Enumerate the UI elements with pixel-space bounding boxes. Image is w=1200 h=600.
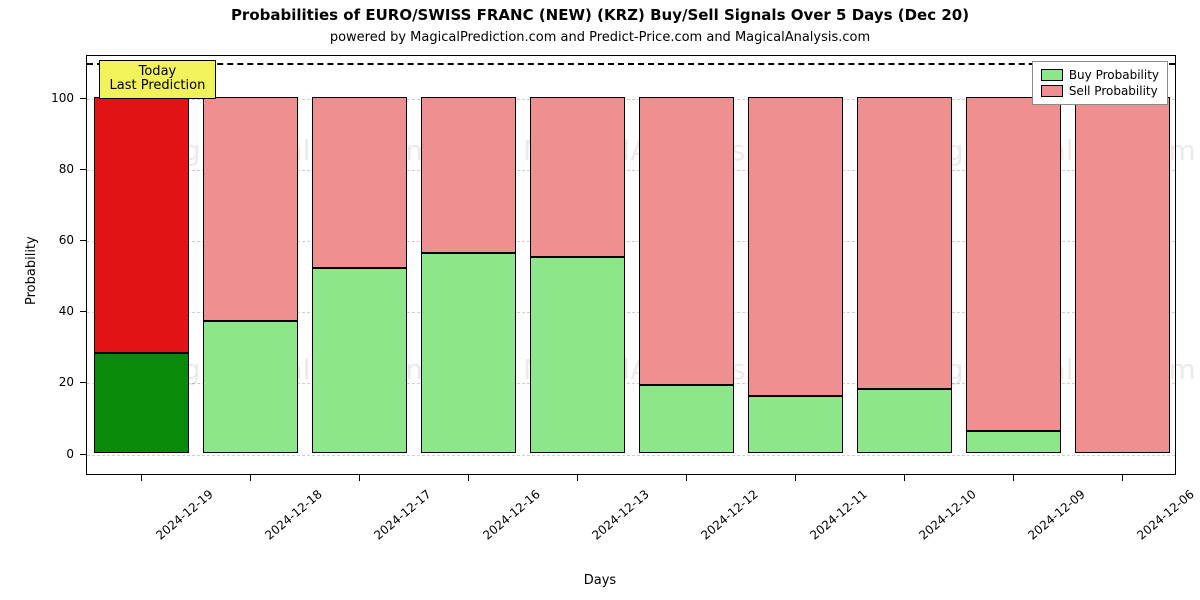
y-tick-mark [80, 311, 86, 312]
x-tick-mark [1122, 475, 1123, 481]
x-tick-label: 2024-12-13 [589, 487, 651, 543]
x-tick-label: 2024-12-17 [371, 487, 433, 543]
bar-buy [421, 253, 517, 452]
y-tick-label: 60 [0, 233, 74, 247]
y-tick-label: 40 [0, 304, 74, 318]
y-tick-label: 0 [0, 447, 74, 461]
y-tick-label: 100 [0, 91, 74, 105]
bar-slot [530, 54, 626, 474]
x-tick-label: 2024-12-16 [480, 487, 542, 543]
bar-sell [857, 97, 953, 389]
bar-sell [203, 97, 299, 321]
bar-slot [1075, 54, 1171, 474]
bar-slot [203, 54, 299, 474]
legend-item-buy: Buy Probability [1041, 68, 1159, 82]
bar-buy [203, 321, 299, 453]
today-callout-line1: Today [110, 65, 206, 79]
bar-sell [966, 97, 1062, 432]
bar-sell [1075, 97, 1171, 453]
x-tick-label: 2024-12-06 [1134, 487, 1196, 543]
bar-slot [966, 54, 1062, 474]
bar-buy [530, 257, 626, 453]
y-tick-mark [80, 169, 86, 170]
bar-sell [530, 97, 626, 257]
y-tick-label: 20 [0, 375, 74, 389]
x-tick-mark [359, 475, 360, 481]
y-tick-mark [80, 240, 86, 241]
x-tick-mark [686, 475, 687, 481]
bar-buy [857, 389, 953, 453]
bar-sell [748, 97, 844, 396]
today-callout-line2: Last Prediction [110, 79, 206, 93]
x-tick-mark [468, 475, 469, 481]
bar-slot [94, 54, 190, 474]
x-tick-mark [250, 475, 251, 481]
y-tick-mark [80, 454, 86, 455]
bar-slot [421, 54, 517, 474]
bar-slot [639, 54, 735, 474]
chart-title: Probabilities of EURO/SWISS FRANC (NEW) … [0, 6, 1200, 24]
bar-sell [639, 97, 735, 385]
bar-slot [857, 54, 953, 474]
x-tick-mark [141, 475, 142, 481]
legend: Buy Probability Sell Probability [1032, 61, 1168, 105]
x-tick-mark [1013, 475, 1014, 481]
legend-item-sell: Sell Probability [1041, 84, 1159, 98]
x-tick-label: 2024-12-10 [916, 487, 978, 543]
today-callout: TodayLast Prediction [99, 60, 217, 99]
bar-buy [94, 353, 190, 453]
x-tick-mark [577, 475, 578, 481]
bar-buy [639, 385, 735, 453]
x-tick-label: 2024-12-19 [153, 487, 215, 543]
x-tick-label: 2024-12-18 [262, 487, 324, 543]
bar-sell [94, 97, 190, 353]
x-tick-label: 2024-12-12 [698, 487, 760, 543]
legend-swatch-sell [1041, 85, 1063, 97]
legend-label-sell: Sell Probability [1069, 84, 1158, 98]
y-tick-mark [80, 382, 86, 383]
chart-subtitle: powered by MagicalPrediction.com and Pre… [0, 30, 1200, 45]
x-tick-mark [795, 475, 796, 481]
bar-sell [312, 97, 408, 268]
bar-buy [312, 268, 408, 453]
y-tick-mark [80, 98, 86, 99]
x-tick-label: 2024-12-11 [807, 487, 869, 543]
x-axis-label: Days [0, 573, 1200, 588]
legend-label-buy: Buy Probability [1069, 68, 1159, 82]
bar-slot [748, 54, 844, 474]
x-tick-mark [904, 475, 905, 481]
legend-swatch-buy [1041, 69, 1063, 81]
bar-slot [312, 54, 408, 474]
bar-sell [421, 97, 517, 254]
y-tick-label: 80 [0, 162, 74, 176]
plot-area: MagicalAnalysis.comMagicalAnalysis.comMa… [86, 55, 1176, 475]
bar-buy [748, 396, 844, 453]
x-tick-label: 2024-12-09 [1025, 487, 1087, 543]
chart-container: Probabilities of EURO/SWISS FRANC (NEW) … [0, 0, 1200, 600]
bar-buy [966, 431, 1062, 452]
